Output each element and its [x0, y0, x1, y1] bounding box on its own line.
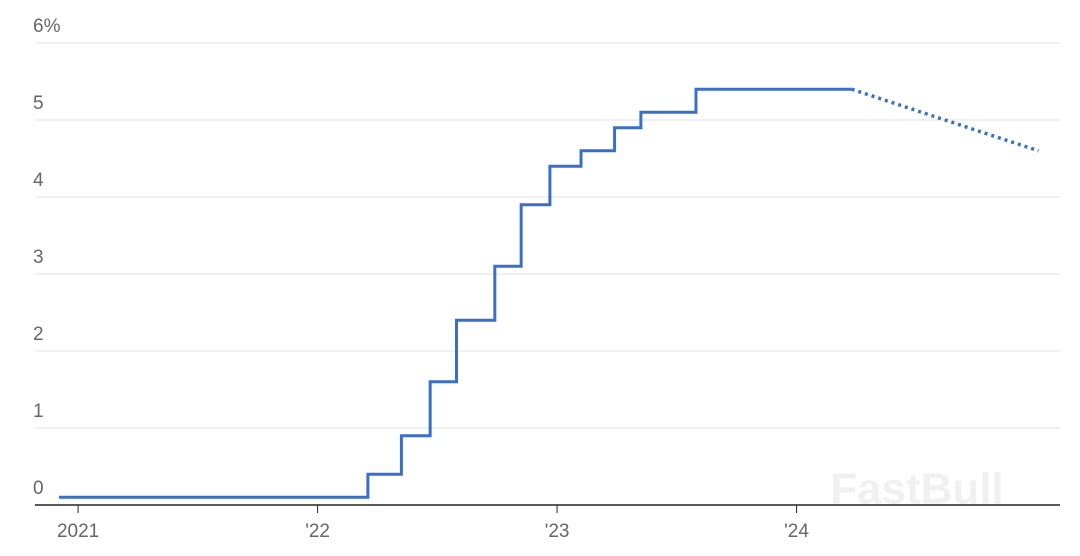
x-tick-label: '23 — [545, 521, 570, 542]
y-tick-label: 4 — [33, 170, 44, 191]
series-line — [851, 87, 1039, 153]
series-line — [58, 87, 852, 499]
y-tick-label: 5 — [33, 93, 44, 114]
x-tick-label: 2021 — [57, 521, 99, 542]
y-tick-label: 6% — [33, 16, 61, 37]
y-tick-label: 0 — [33, 478, 44, 499]
watermark: FastBull — [830, 465, 1004, 514]
y-tick-label: 1 — [33, 401, 44, 422]
y-tick-label: 2 — [33, 324, 44, 345]
y-tick-label: 3 — [33, 247, 44, 268]
x-tick-label: '24 — [784, 521, 809, 542]
x-tick-label: '22 — [305, 521, 330, 542]
